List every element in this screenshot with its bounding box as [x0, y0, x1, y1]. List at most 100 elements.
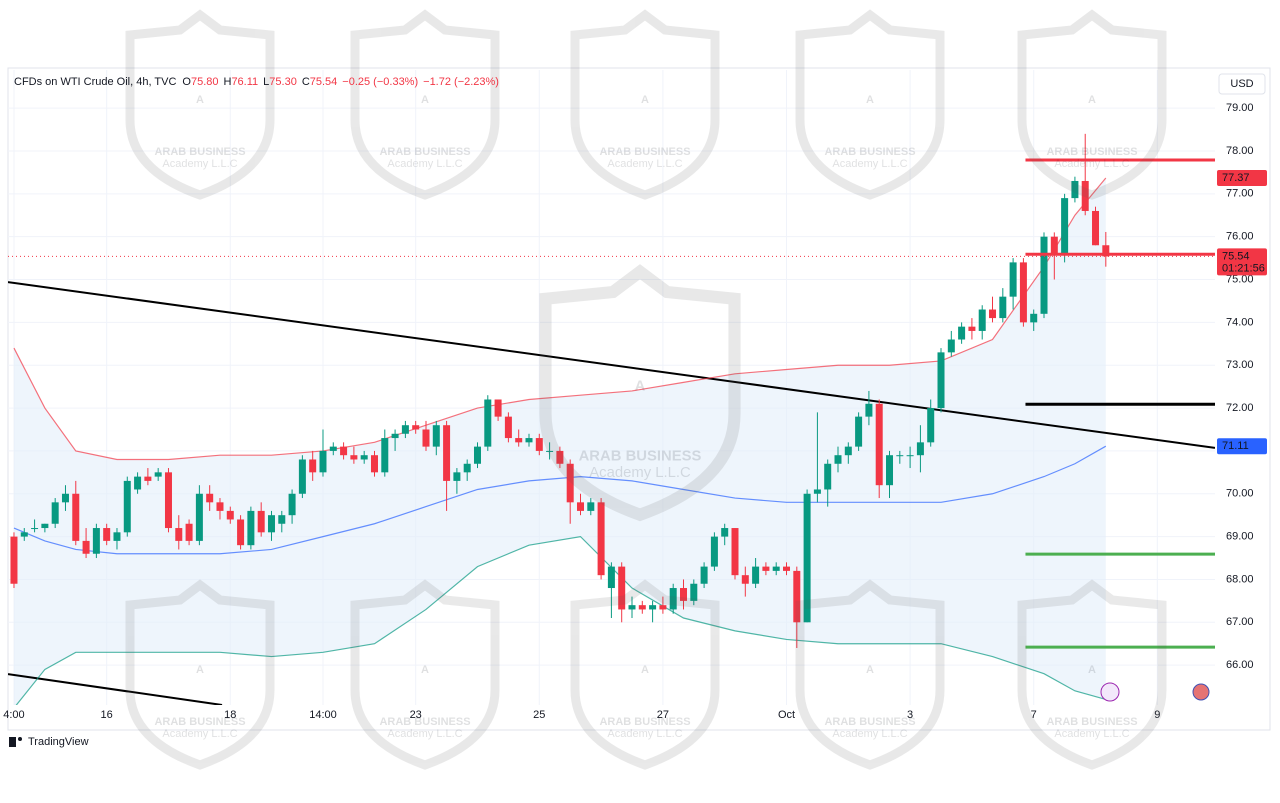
candle-body	[659, 605, 667, 610]
candle-body	[463, 463, 471, 473]
candle-body	[1102, 245, 1110, 257]
watermark-shield	[1017, 9, 1167, 200]
logo-mark	[9, 737, 16, 747]
watermark-logo: A	[196, 94, 204, 106]
x-tick-label: 4:00	[3, 709, 24, 721]
band-fill	[13, 177, 1106, 705]
alert-icon[interactable]	[1100, 682, 1120, 702]
x-tick-label: 25	[533, 709, 545, 721]
legend-value: 75.30	[269, 76, 297, 88]
band-tag-label: 77.37	[1222, 172, 1250, 184]
candle-body	[113, 532, 121, 541]
watermark-sub: Academy L.L.C	[162, 728, 237, 740]
candle-body	[886, 455, 894, 486]
candle-body	[597, 502, 605, 576]
logo-dot	[18, 737, 22, 741]
watermark-text: ARAB BUSINESS	[1046, 716, 1137, 728]
candle-body	[329, 446, 337, 451]
candle-body	[927, 408, 935, 443]
watermark-shield	[539, 264, 741, 522]
watermark-sub: Academy L.L.C	[607, 158, 682, 170]
watermark-shield	[570, 9, 720, 200]
candle-body	[401, 425, 409, 434]
candle-body	[41, 523, 49, 529]
candle-body	[566, 463, 574, 503]
candle-body	[813, 489, 821, 494]
candle-body	[937, 352, 945, 409]
candle-body	[844, 446, 852, 456]
candle-body	[772, 566, 780, 571]
band-tag-label: 71.11	[1222, 440, 1249, 452]
candle-body	[257, 510, 265, 533]
candle-body	[1030, 313, 1038, 323]
candle-body	[855, 416, 863, 447]
currency: USD	[1230, 78, 1253, 90]
watermark-logo: A	[641, 664, 649, 676]
candle-body	[896, 455, 904, 457]
candle-body	[319, 450, 327, 473]
candle-body	[247, 510, 255, 546]
watermark-text: ARAB BUSINESS	[599, 716, 690, 728]
watermark-sub: Academy L.L.C	[607, 728, 682, 740]
watermark-logo: A	[1088, 94, 1096, 106]
candle-body	[61, 493, 69, 503]
candle-body	[741, 575, 749, 584]
candle-body	[721, 528, 729, 537]
y-tick-label: 75.00	[1226, 273, 1254, 285]
watermark-shield	[350, 9, 500, 200]
candle-body	[752, 566, 760, 584]
legend-key: O	[182, 76, 191, 88]
candle-body	[978, 309, 986, 331]
candle-body	[309, 459, 317, 473]
candle-body	[1081, 180, 1089, 211]
candle-body	[360, 455, 368, 460]
y-tick-label: 79.00	[1226, 102, 1254, 114]
candle-body	[968, 326, 976, 331]
candle-body	[690, 583, 698, 601]
band-line	[13, 177, 1107, 461]
watermark-text: ARAB BUSINESS	[599, 146, 690, 158]
currency-box	[1218, 73, 1266, 95]
brand-logo: TradingView	[9, 736, 89, 748]
watermark-sub: Academy L.L.C	[832, 158, 907, 170]
legend-key: C	[302, 76, 310, 88]
trendline	[8, 281, 1215, 449]
legend-key: L	[263, 76, 269, 88]
candle-body	[123, 480, 131, 533]
watermark-sub: Academy L.L.C	[1054, 728, 1129, 740]
candle-body	[669, 588, 677, 610]
candle-body	[576, 502, 584, 511]
candle-body	[638, 605, 646, 610]
y-tick-label: 66.00	[1226, 659, 1254, 671]
watermark-sub: Academy L.L.C	[589, 465, 691, 481]
candle-body	[391, 433, 399, 439]
legend-value: 76.11	[231, 76, 258, 88]
candle-body	[195, 493, 203, 541]
watermark-shield	[125, 9, 275, 200]
watermark-logo: A	[635, 378, 646, 394]
candle-body	[72, 493, 80, 541]
y-tick-label: 78.00	[1226, 145, 1254, 157]
candle-body	[453, 472, 461, 481]
candle-body	[164, 472, 172, 529]
band-tag	[1217, 438, 1267, 455]
y-tick-label: 72.00	[1226, 402, 1254, 414]
candle-body	[515, 438, 523, 443]
candle-body	[1040, 236, 1048, 314]
candle-body	[20, 532, 28, 537]
legend: CFDs on WTI Crude Oil, 4h, TVC O75.80 H76.…	[14, 76, 499, 88]
candle-body	[824, 463, 832, 490]
candle-body	[865, 403, 873, 417]
candle-body	[700, 566, 708, 584]
candle-body	[1050, 236, 1058, 254]
event-flag[interactable]	[1192, 683, 1210, 701]
x-tick-label: 18	[224, 709, 236, 721]
